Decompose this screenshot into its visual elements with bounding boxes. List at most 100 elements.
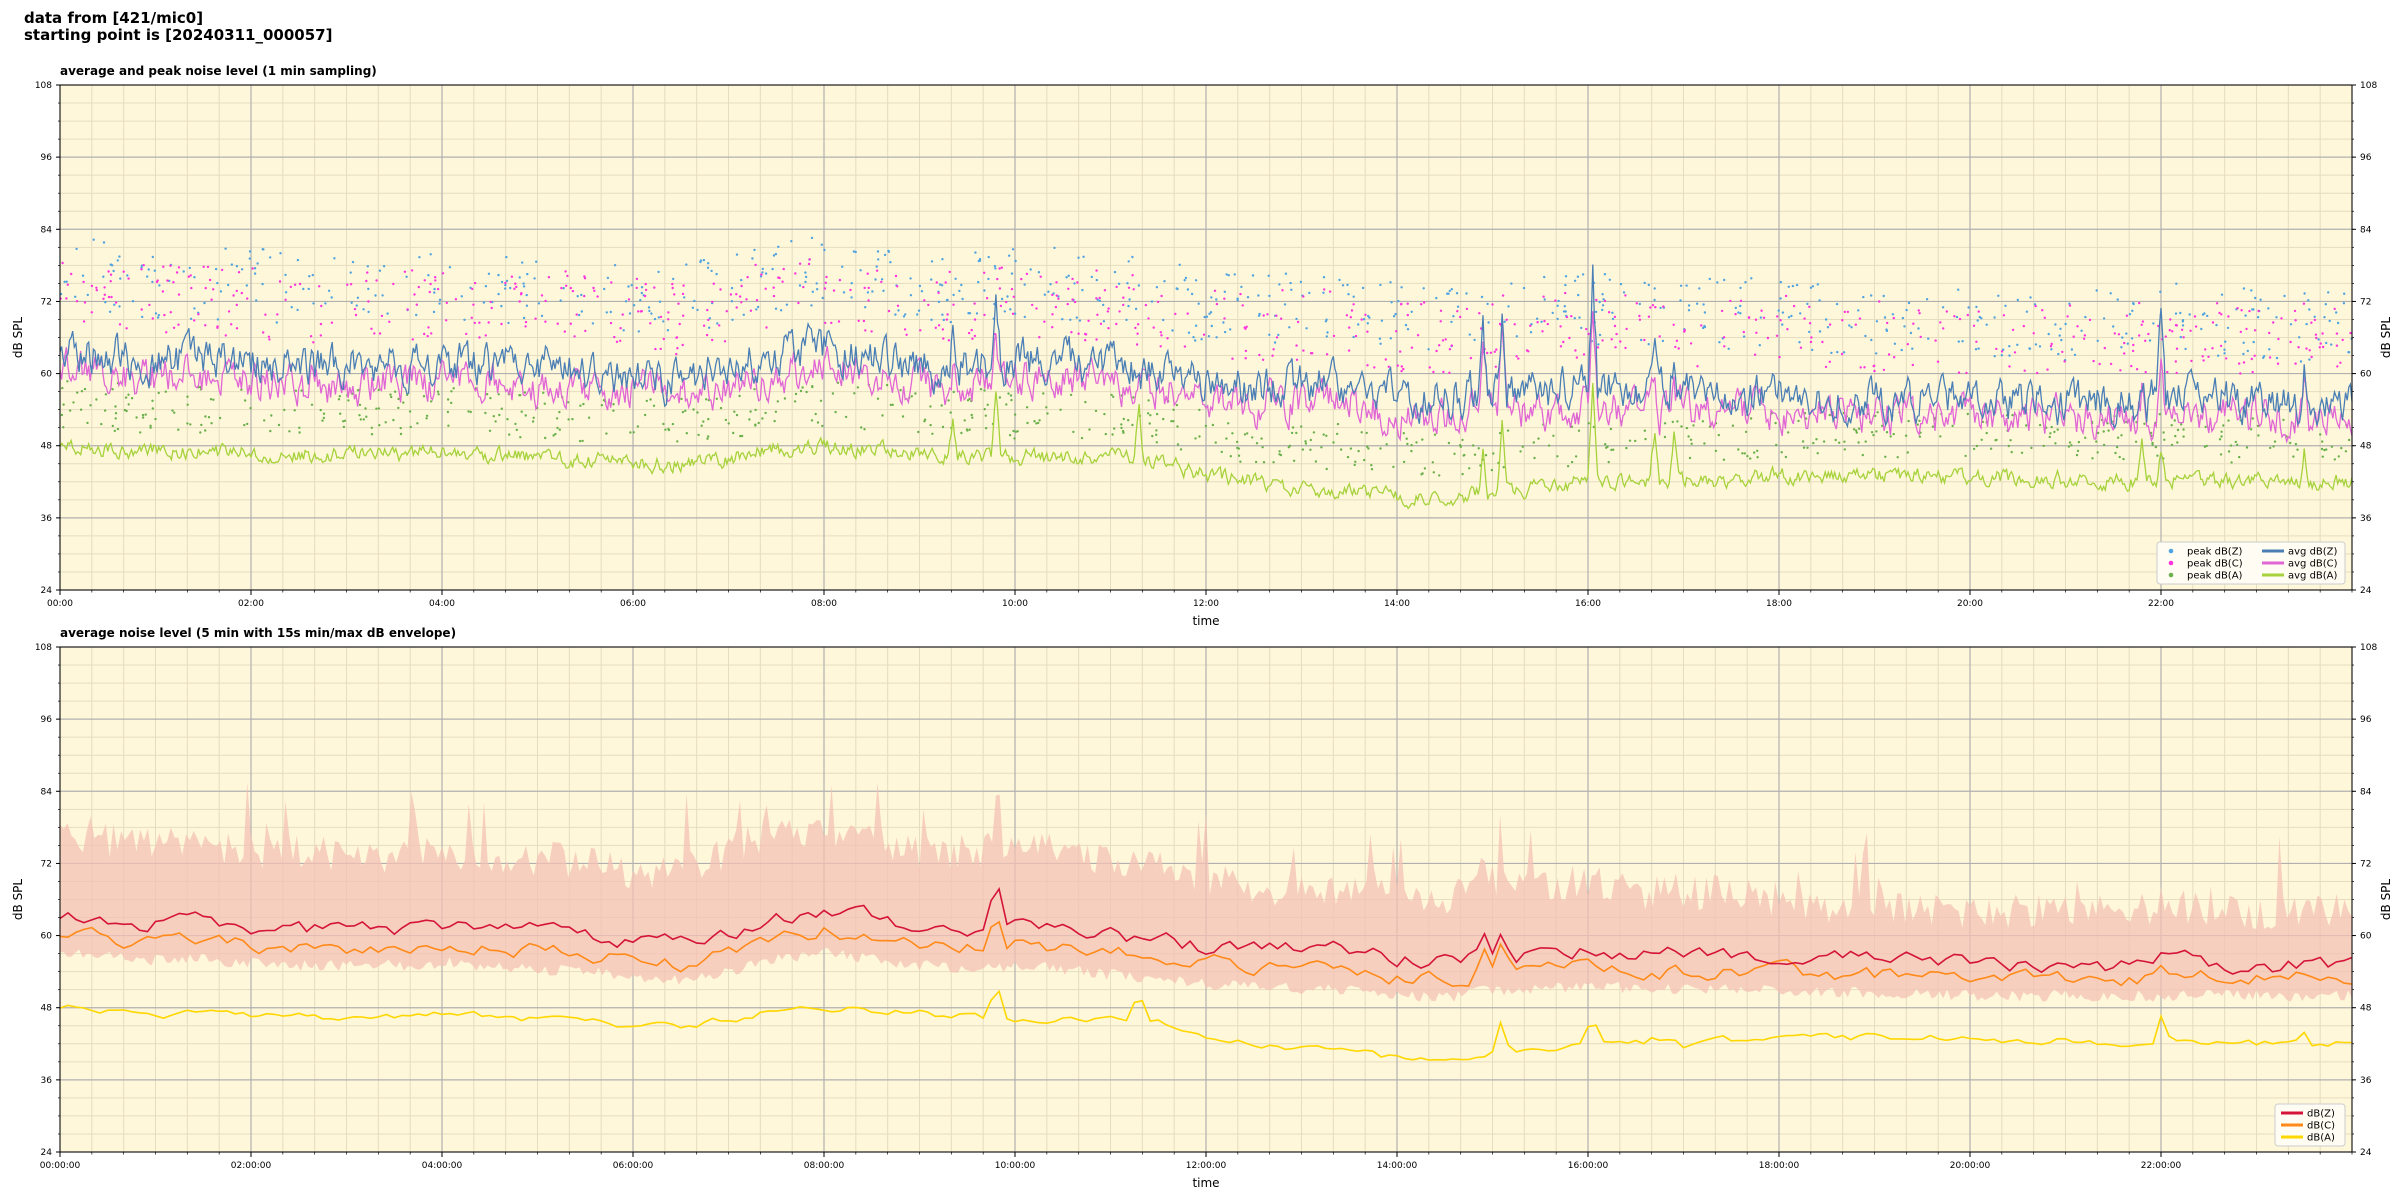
scatter-point bbox=[2297, 346, 2300, 349]
scatter-point bbox=[2262, 355, 2266, 358]
scatter-point bbox=[485, 393, 489, 396]
scatter-point bbox=[984, 427, 988, 430]
scatter-point bbox=[139, 431, 142, 434]
scatter-point bbox=[390, 395, 393, 399]
scatter-point bbox=[711, 338, 714, 342]
scatter-point bbox=[1574, 455, 1578, 458]
scatter-point bbox=[2256, 316, 2260, 319]
scatter-point bbox=[815, 282, 818, 285]
scatter-point bbox=[1113, 427, 1116, 430]
scatter-point bbox=[998, 287, 1002, 290]
scatter-point bbox=[2242, 361, 2246, 364]
scatter-point bbox=[469, 410, 472, 414]
scatter-point bbox=[1791, 284, 1795, 288]
scatter-point bbox=[547, 276, 551, 279]
scatter-point bbox=[1132, 396, 1135, 399]
scatter-point bbox=[392, 282, 395, 286]
scatter-point bbox=[1903, 325, 1906, 328]
scatter-point bbox=[209, 398, 213, 401]
scatter-point bbox=[1812, 441, 1815, 445]
scatter-point bbox=[2179, 311, 2182, 315]
scatter-point bbox=[1848, 324, 1851, 327]
scatter-point bbox=[418, 256, 421, 259]
scatter-point bbox=[100, 422, 103, 426]
scatter-point bbox=[1170, 420, 1173, 423]
scatter-point bbox=[1985, 431, 1988, 435]
scatter-point bbox=[658, 300, 662, 303]
scatter-point bbox=[463, 318, 466, 321]
scatter-point bbox=[659, 315, 663, 319]
scatter-point bbox=[1005, 403, 1008, 406]
scatter-point bbox=[2314, 333, 2318, 336]
scatter-point bbox=[1160, 294, 1163, 298]
scatter-point bbox=[894, 274, 898, 278]
scatter-point bbox=[2022, 324, 2026, 328]
scatter-point bbox=[540, 314, 544, 318]
scatter-point bbox=[820, 243, 823, 246]
scatter-point bbox=[256, 262, 259, 265]
scatter-point bbox=[2215, 302, 2219, 305]
scatter-point bbox=[1758, 344, 1762, 347]
scatter-point bbox=[1302, 349, 1305, 352]
scatter-point bbox=[1635, 302, 1639, 305]
scatter-point bbox=[1469, 356, 1473, 360]
scatter-point bbox=[777, 245, 780, 248]
scatter-point bbox=[876, 250, 880, 253]
scatter-point bbox=[1309, 438, 1313, 442]
scatter-point bbox=[1708, 277, 1712, 281]
scatter-point bbox=[765, 326, 768, 329]
scatter-point bbox=[1428, 366, 1432, 369]
scatter-point bbox=[189, 274, 192, 277]
scatter-point bbox=[319, 334, 322, 337]
scatter-point bbox=[522, 285, 526, 288]
scatter-point bbox=[478, 336, 481, 339]
scatter-point bbox=[1734, 312, 1737, 316]
scatter-point bbox=[2091, 457, 2094, 460]
scatter-point bbox=[1742, 330, 1746, 334]
scatter-point bbox=[131, 300, 135, 303]
scatter-point bbox=[2131, 309, 2134, 312]
scatter-point bbox=[1014, 430, 1018, 433]
scatter-point bbox=[177, 428, 180, 431]
scatter-point bbox=[1380, 319, 1384, 322]
scatter-point bbox=[1843, 310, 1847, 314]
scatter-point bbox=[2182, 336, 2185, 339]
scatter-point bbox=[1071, 298, 1074, 301]
scatter-point bbox=[1225, 273, 1228, 276]
scatter-point bbox=[2152, 322, 2155, 325]
y-tick-label: 24 bbox=[41, 1148, 53, 1158]
scatter-point bbox=[74, 295, 77, 298]
scatter-point bbox=[751, 257, 754, 260]
scatter-point bbox=[785, 303, 789, 306]
scatter-point bbox=[1564, 310, 1567, 313]
scatter-point bbox=[426, 334, 429, 338]
scatter-point bbox=[966, 429, 969, 432]
scatter-point bbox=[172, 281, 175, 284]
y-tick-label: 84 bbox=[41, 225, 53, 235]
scatter-point bbox=[1714, 449, 1718, 453]
scatter-point bbox=[894, 313, 897, 316]
scatter-point bbox=[984, 414, 987, 417]
scatter-point bbox=[467, 410, 470, 413]
scatter-point bbox=[1162, 318, 1165, 322]
scatter-point bbox=[1911, 363, 1915, 367]
scatter-point bbox=[1703, 311, 1707, 314]
scatter-point bbox=[484, 334, 487, 337]
scatter-point bbox=[1450, 344, 1454, 347]
scatter-point bbox=[1809, 340, 1813, 344]
scatter-point bbox=[1125, 318, 1128, 322]
scatter-point bbox=[2242, 352, 2245, 356]
scatter-point bbox=[1239, 460, 1242, 463]
scatter-point bbox=[76, 391, 79, 394]
scatter-point bbox=[388, 320, 391, 323]
scatter-point bbox=[1505, 318, 1508, 321]
scatter-point bbox=[1087, 319, 1090, 322]
scatter-point bbox=[1535, 317, 1539, 320]
scatter-point bbox=[1328, 290, 1332, 293]
scatter-point bbox=[346, 283, 349, 286]
scatter-point bbox=[157, 314, 160, 317]
scatter-point bbox=[1574, 349, 1577, 352]
scatter-point bbox=[1663, 422, 1667, 425]
scatter-point bbox=[2096, 339, 2099, 342]
scatter-point bbox=[1051, 293, 1054, 297]
